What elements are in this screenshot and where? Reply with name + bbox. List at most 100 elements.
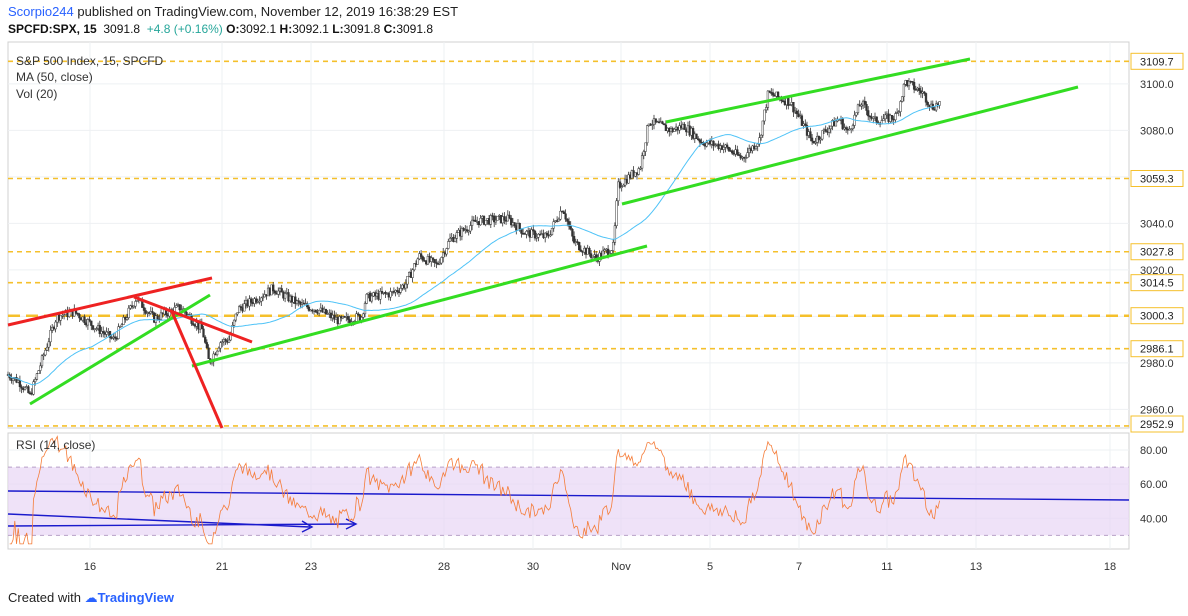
rsi-series (9, 435, 940, 545)
candle-body (851, 125, 855, 129)
high-value: 3092.1 (292, 22, 329, 36)
candle-body (530, 229, 533, 238)
candle-body (102, 331, 105, 334)
candle-body (737, 154, 741, 156)
level-label: 3000.3 (1140, 311, 1174, 323)
candle-body (510, 217, 513, 226)
candle-body (236, 312, 239, 315)
legend-rsi: RSI (14, close) (16, 438, 96, 452)
candle-body (902, 84, 906, 97)
candle-body (508, 214, 511, 219)
candle-body (926, 102, 929, 106)
candle-body (243, 303, 246, 312)
candle-body (855, 112, 858, 116)
candle-body (406, 275, 409, 285)
candle-body (11, 378, 15, 381)
candle-body (644, 142, 647, 152)
candle-body (474, 219, 477, 222)
candle-body (175, 305, 178, 308)
candle-body (479, 217, 482, 226)
candle-body (814, 142, 817, 144)
candle-body (39, 365, 42, 371)
candle-body (712, 140, 715, 146)
candle-body (731, 150, 734, 154)
candle-body (185, 311, 188, 316)
candle-body (617, 181, 620, 202)
footer: Created with ☁TradingView (8, 590, 174, 606)
candle-body (314, 309, 317, 313)
candle-body (399, 288, 402, 293)
candle-body (192, 323, 195, 326)
level-label: 2952.9 (1140, 419, 1174, 431)
candle-body (227, 339, 231, 343)
candle-body (277, 290, 280, 295)
candle-body (606, 248, 610, 255)
x-tick-label: Nov (611, 561, 631, 573)
candle-body (714, 144, 717, 147)
candle-body (841, 118, 844, 130)
candle-body (697, 138, 700, 141)
candle-body (144, 310, 147, 314)
candle-body (827, 128, 831, 133)
candle-body (307, 306, 311, 311)
candle-body (557, 218, 560, 222)
candle-body (637, 168, 640, 175)
x-tick-label: 16 (84, 561, 96, 573)
rsi-tick-label: 40.00 (1140, 513, 1168, 525)
candle-body (207, 347, 210, 359)
open-value: 3092.1 (239, 22, 277, 36)
high-label: H: (279, 22, 293, 36)
candle-body (722, 147, 725, 150)
y-tick-label: 3040.0 (1140, 218, 1174, 230)
close-value: 3091.8 (396, 22, 434, 36)
candle-body (897, 111, 900, 113)
candle-body (37, 370, 40, 375)
candle-body (297, 300, 300, 303)
candle-body (127, 307, 130, 318)
candle-body (912, 82, 916, 90)
candle-body (863, 100, 866, 105)
candle-body (261, 296, 265, 299)
candle-body (249, 298, 253, 303)
candle-body (744, 157, 747, 159)
candle-body (736, 149, 739, 155)
candle-body (283, 293, 287, 299)
level-label: 3014.5 (1140, 278, 1174, 290)
candle-body (812, 140, 815, 144)
candle-body (105, 331, 108, 335)
candle-body (549, 234, 552, 237)
candle-body (894, 113, 897, 121)
candle-body (83, 316, 86, 324)
candle-body (453, 238, 457, 242)
candle-body (856, 104, 860, 113)
ma-line (7, 104, 940, 386)
candle-body (379, 291, 382, 300)
candle-body (86, 319, 90, 326)
candle-body (411, 269, 414, 278)
main-pane[interactable] (7, 41, 1130, 429)
candle-body (151, 311, 154, 314)
candle-body (18, 380, 22, 388)
candle-body (589, 253, 593, 258)
candle-body (159, 312, 163, 320)
candle-body (280, 288, 283, 293)
candle-body (882, 118, 885, 121)
candle-body (664, 124, 668, 132)
low-value: 3091.8 (343, 22, 381, 36)
moving-average (7, 104, 940, 386)
candle-body (768, 90, 771, 93)
candle-body (899, 101, 902, 112)
author-link[interactable]: Scorpio244 (8, 4, 74, 19)
tradingview-brand[interactable]: TradingView (97, 590, 174, 605)
candle-body (552, 221, 555, 229)
candle-body (255, 298, 258, 303)
candle-body (579, 249, 583, 252)
candle-body (90, 320, 93, 326)
candle-body (884, 114, 887, 120)
last-price: 3091.8 (103, 22, 141, 36)
price-change: +4.8 (+0.16%) (146, 22, 223, 36)
candle-body (23, 387, 27, 391)
candle-body (834, 120, 838, 127)
candle-body (448, 238, 452, 242)
